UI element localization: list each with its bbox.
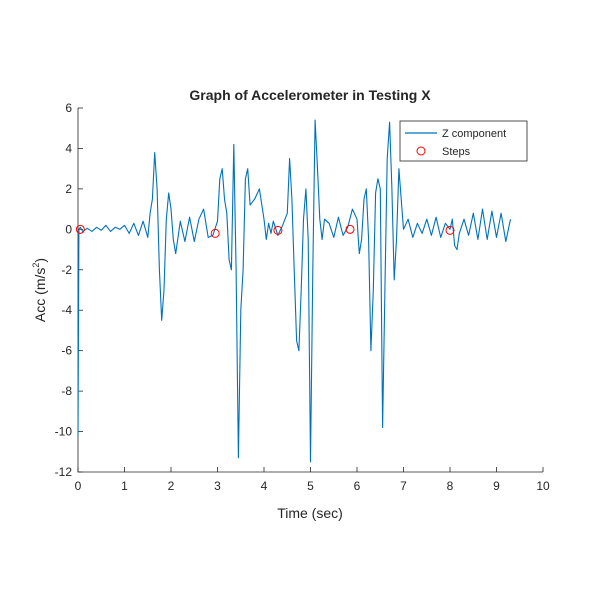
x-tick-label: 3 (214, 479, 221, 493)
x-tick-label: 4 (261, 479, 268, 493)
x-axis: 0 1 2 3 4 5 6 7 8 9 10 (75, 467, 550, 493)
x-tick-label: 1 (121, 479, 128, 493)
plot-area: 0 1 2 3 4 5 6 7 8 9 10 -12 -10 -8 -6 -4 -2 0 2 4 6 (55, 101, 550, 493)
x-tick-label: 0 (75, 479, 82, 493)
y-tick-label: -8 (61, 384, 72, 398)
y-tick-label: -12 (55, 465, 73, 479)
y-axis-label-main: Acc (m/s (32, 268, 48, 322)
legend-box (399, 120, 528, 162)
y-tick-label: -2 (61, 263, 72, 277)
y-tick-label: -10 (55, 425, 73, 439)
y-axis-label-suffix: ) (32, 258, 48, 263)
y-axis: -12 -10 -8 -6 -4 -2 0 2 4 6 (55, 101, 83, 479)
y-tick-label: 4 (65, 141, 72, 155)
step-marker (345, 224, 355, 234)
x-tick-label: 6 (354, 479, 361, 493)
y-axis-label: Acc (m/s2) (31, 258, 48, 322)
y-tick-label: -6 (61, 344, 72, 358)
legend-label-steps: Steps (442, 146, 471, 158)
series-line-z-component (77, 119, 512, 463)
step-marker (445, 225, 455, 235)
x-tick-label: 7 (400, 479, 407, 493)
x-tick-label: 5 (307, 479, 314, 493)
y-tick-label: 0 (65, 222, 72, 236)
chart-title: Graph of Accelerometer in Testing X (189, 87, 431, 103)
y-tick-label: -4 (61, 303, 72, 317)
x-tick-label: 8 (447, 479, 454, 493)
x-tick-label: 9 (493, 479, 500, 493)
legend-marker-steps (416, 146, 426, 156)
x-tick-label: 10 (536, 479, 550, 493)
step-marker (75, 224, 85, 234)
step-markers (75, 224, 455, 238)
y-tick-label: 2 (65, 182, 72, 196)
x-tick-label: 2 (168, 479, 175, 493)
step-marker (273, 225, 283, 235)
legend-label-z-component: Z component (442, 128, 506, 140)
legend: Z component Steps (399, 120, 528, 162)
y-tick-label: 6 (65, 101, 72, 115)
step-marker (210, 228, 220, 238)
x-axis-label: Time (sec) (277, 505, 343, 521)
y-axis-label-superscript: 2 (31, 263, 41, 268)
